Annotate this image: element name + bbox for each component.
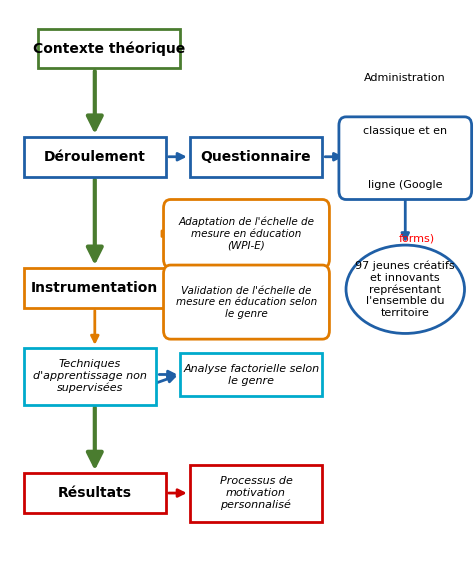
FancyBboxPatch shape bbox=[24, 268, 166, 308]
FancyBboxPatch shape bbox=[164, 200, 329, 268]
FancyBboxPatch shape bbox=[24, 473, 166, 513]
Text: Processus de
motivation
personnalisé: Processus de motivation personnalisé bbox=[219, 476, 292, 510]
Text: Questionnaire: Questionnaire bbox=[201, 150, 311, 164]
Text: 97 jeunes créatifs
et innovants
représentant
l'ensemble du
territoire: 97 jeunes créatifs et innovants représen… bbox=[356, 260, 455, 318]
Text: Analyse factorielle selon
le genre: Analyse factorielle selon le genre bbox=[183, 364, 319, 385]
Text: Contexte théorique: Contexte théorique bbox=[33, 41, 185, 56]
Text: Validation de l'échelle de
mesure en éducation selon
le genre: Validation de l'échelle de mesure en édu… bbox=[176, 286, 317, 319]
Text: Déroulement: Déroulement bbox=[44, 150, 146, 164]
Text: Adaptation de l'échelle de
mesure en éducation
(WPI-E): Adaptation de l'échelle de mesure en édu… bbox=[179, 217, 314, 251]
FancyBboxPatch shape bbox=[38, 28, 180, 68]
Text: classique et en: classique et en bbox=[363, 127, 447, 136]
FancyBboxPatch shape bbox=[164, 265, 329, 339]
FancyBboxPatch shape bbox=[190, 465, 322, 522]
FancyBboxPatch shape bbox=[190, 137, 322, 177]
Ellipse shape bbox=[346, 245, 465, 333]
Text: forms): forms) bbox=[399, 233, 435, 243]
FancyBboxPatch shape bbox=[180, 353, 322, 396]
Text: Résultats: Résultats bbox=[58, 486, 132, 500]
Text: Administration: Administration bbox=[365, 73, 446, 83]
FancyBboxPatch shape bbox=[339, 117, 472, 200]
Text: ligne (Google: ligne (Google bbox=[368, 180, 443, 190]
Text: Instrumentation: Instrumentation bbox=[31, 281, 158, 295]
FancyBboxPatch shape bbox=[24, 137, 166, 177]
FancyBboxPatch shape bbox=[24, 348, 156, 405]
Text: Techniques
d'apprentissage non
supervisées: Techniques d'apprentissage non supervisé… bbox=[33, 359, 147, 393]
